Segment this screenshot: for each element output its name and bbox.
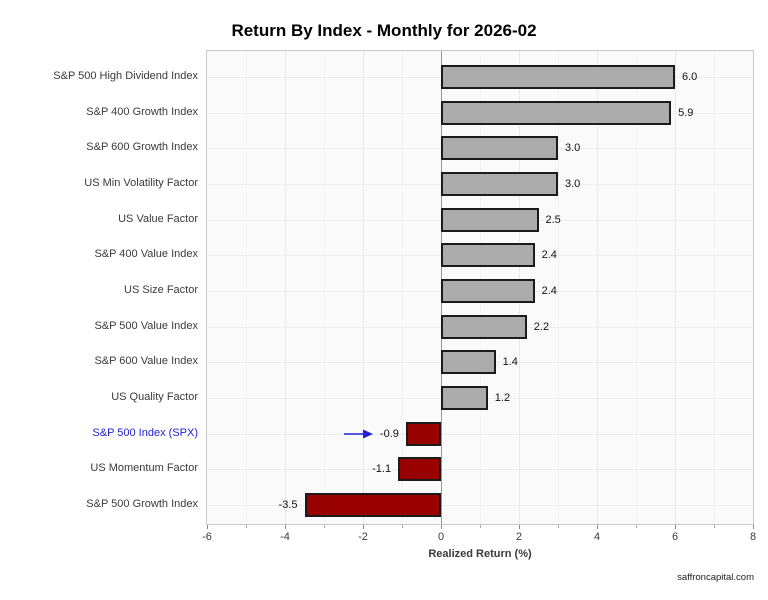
chart-title: Return By Index - Monthly for 2026-02: [231, 21, 537, 40]
y-tick-label: US Value Factor: [118, 212, 198, 225]
gridline-vertical: [324, 51, 325, 524]
x-tick-mark: [285, 525, 286, 529]
x-tick-mark: [753, 525, 754, 529]
gridline-vertical: [246, 51, 247, 524]
x-tick-label: 2: [515, 531, 523, 543]
bar: [304, 493, 441, 518]
x-tick-mark: [714, 525, 715, 528]
x-tick-mark: [675, 525, 676, 529]
y-tick-label: S&P 600 Growth Index: [86, 141, 198, 154]
gridline-horizontal: [207, 469, 753, 471]
bar: [441, 279, 535, 304]
x-tick-label: -4: [280, 531, 290, 543]
x-tick-mark: [636, 525, 637, 528]
value-label: -1.1: [372, 463, 392, 476]
bar: [398, 457, 441, 482]
value-label: 2.4: [541, 285, 557, 298]
annotation-arrow-icon: [344, 429, 373, 439]
x-tick-label: -6: [202, 531, 212, 543]
gridline-vertical: [285, 51, 286, 524]
bar: [441, 65, 675, 89]
bar: [441, 243, 535, 268]
bar: [441, 350, 496, 375]
x-tick-mark: [402, 525, 403, 528]
y-tick-label: US Momentum Factor: [90, 462, 198, 475]
value-label: 3.0: [565, 178, 581, 190]
value-label: 2.4: [541, 249, 557, 262]
x-tick-mark: [363, 525, 364, 529]
bar: [441, 386, 488, 411]
gridline-vertical: [558, 51, 559, 524]
y-tick-label: S&P 500 High Dividend Index: [53, 70, 198, 82]
x-axis: -6 -4 -2 0 2 4 6 8: [202, 525, 757, 559]
value-label: 3.0: [565, 142, 581, 155]
value-label: 1.4: [502, 356, 518, 369]
y-tick-label: S&P 400 Growth Index: [86, 105, 198, 118]
gridline-vertical: [363, 51, 364, 524]
x-tick-mark: [441, 525, 442, 529]
x-tick-label: 4: [593, 531, 601, 543]
value-label: 6.0: [682, 71, 698, 83]
value-label: -0.9: [379, 427, 399, 440]
gridline-vertical: [402, 51, 403, 524]
x-tick-label: 0: [437, 531, 445, 543]
x-axis-title: Realized Return (%): [428, 548, 532, 560]
gridline-horizontal: [207, 433, 753, 435]
x-tick-label: 6: [671, 531, 679, 543]
value-label: -3.5: [278, 499, 298, 512]
y-tick-label: S&P 500 Value Index: [94, 319, 198, 332]
value-label: 2.2: [533, 320, 550, 333]
value-label: 5.9: [678, 106, 694, 119]
x-tick-mark: [597, 525, 598, 529]
x-tick-mark: [480, 525, 481, 528]
x-tick-label: -2: [358, 531, 368, 543]
watermark: saffroncapital.com: [677, 572, 754, 583]
bar: [441, 100, 672, 125]
gridline-horizontal: [207, 505, 753, 507]
y-tick-label: US Size Factor: [124, 284, 198, 297]
gridline-vertical: [636, 51, 637, 524]
y-axis-labels: S&P 500 High Dividend Index S&P 400 Growt…: [0, 50, 206, 525]
y-tick-label: S&P 500 Index (SPX): [92, 426, 198, 439]
x-tick-mark: [558, 525, 559, 528]
gridline-vertical: [714, 51, 715, 524]
y-tick-label: US Quality Factor: [111, 391, 198, 404]
x-tick-mark: [207, 525, 208, 529]
x-tick-label: 8: [749, 531, 757, 543]
y-tick-label: S&P 400 Value Index: [94, 248, 198, 261]
bar: [441, 172, 558, 196]
y-tick-label: S&P 600 Value Index: [94, 355, 198, 368]
bar: [441, 136, 558, 161]
x-tick-mark: [324, 525, 325, 528]
value-label: 2.5: [545, 213, 561, 226]
x-tick-mark: [519, 525, 520, 529]
gridline-vertical: [675, 51, 676, 524]
plot-area: 6.0 5.9 3.0 3.0 2.5 2.4 2.4 2.2 1.4 1.2 -0.9 -1.1 -3…: [206, 50, 754, 525]
x-tick-mark: [246, 525, 247, 528]
y-tick-label: US Min Volatility Factor: [84, 177, 198, 189]
bar: [441, 314, 527, 339]
gridline-vertical: [597, 51, 598, 524]
bar: [405, 421, 441, 446]
bar: [441, 207, 539, 232]
y-tick-label: S&P 500 Growth Index: [86, 498, 198, 511]
value-label: 1.2: [494, 392, 511, 405]
